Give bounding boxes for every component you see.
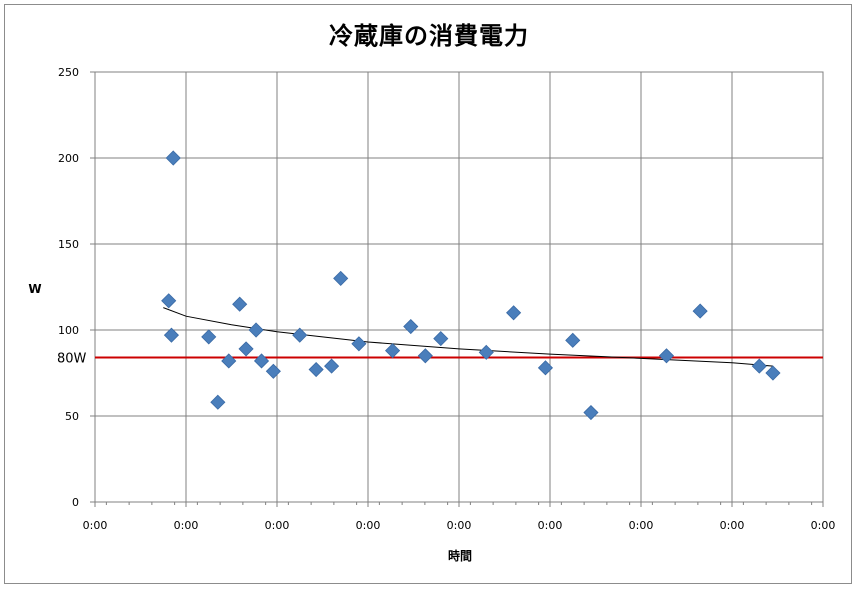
data-point [351,336,367,352]
data-point [232,296,248,312]
data-point [333,270,349,286]
data-point [385,343,401,359]
y-axis-title: W [28,282,41,296]
data-point [658,348,675,364]
data-point [765,365,781,381]
x-axis-title: 時間 [448,548,472,563]
chart-title: 冷蔵庫の消費電力 [329,22,529,50]
data-point [506,305,522,321]
x-tick-label: 0:00 [811,519,836,532]
data-point [403,318,419,335]
data-point [417,348,433,364]
data-point [751,358,767,374]
data-point [565,332,581,348]
data-point [210,394,226,410]
y-tick-label: 100 [58,324,79,337]
x-tick-label: 0:00 [356,519,381,532]
data-point [583,404,599,421]
y-tick-label: 200 [58,152,79,165]
data-point [265,363,281,379]
y-tick-label: 50 [65,410,79,423]
x-tick-label: 0:00 [629,519,654,532]
x-tick-label: 0:00 [265,519,290,532]
data-point [253,353,270,369]
y-tick-label: 150 [58,238,79,251]
x-tick-label: 0:00 [174,519,199,532]
data-point [165,150,181,166]
data-point [433,331,449,347]
data-point [221,353,237,369]
x-tick-label: 0:00 [720,519,745,532]
data-point [478,344,494,360]
x-tick-label: 0:00 [447,519,472,532]
data-point [692,303,708,319]
plot-border [94,71,824,503]
data-point [537,360,554,376]
y-tick-label: 250 [58,66,79,79]
x-tick-label: 0:00 [538,519,563,532]
data-point [292,327,308,343]
y-tick-label: 0 [72,496,79,509]
data-point [308,361,324,378]
data-point [163,327,180,343]
data-point [161,293,177,309]
x-tick-label: 0:00 [83,519,108,532]
trendline [163,307,774,367]
data-point [248,322,264,338]
data-point [238,341,254,357]
data-point [201,329,217,345]
data-point [324,358,340,374]
reference-line-label: 80W [57,352,87,367]
